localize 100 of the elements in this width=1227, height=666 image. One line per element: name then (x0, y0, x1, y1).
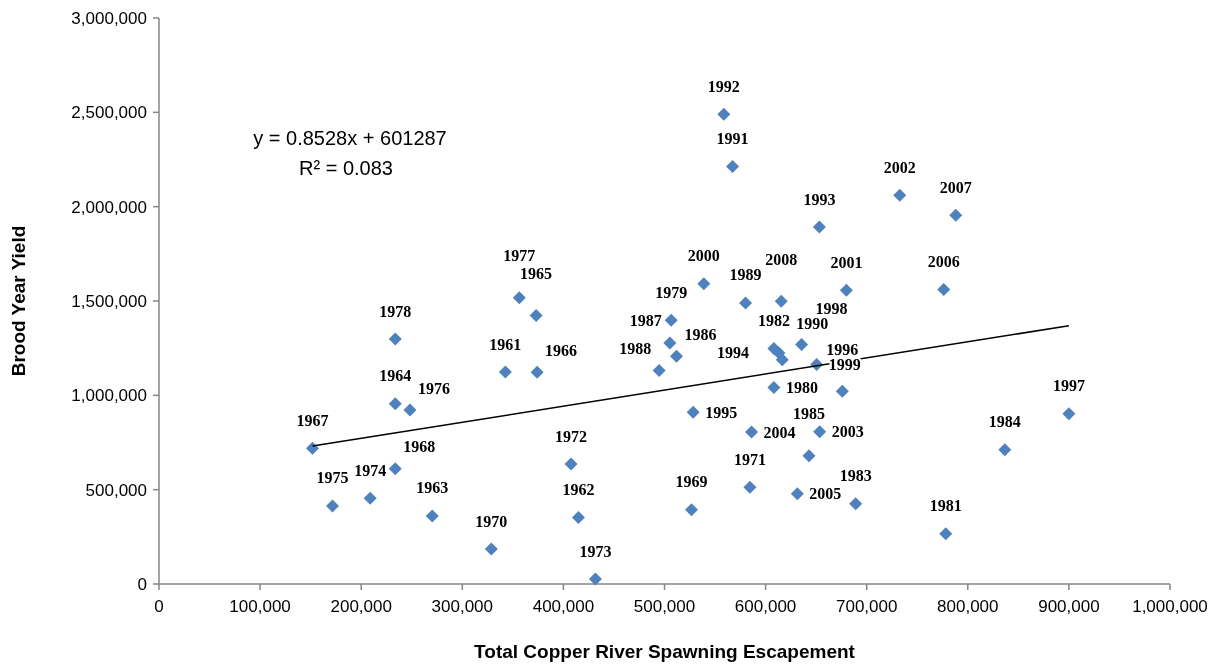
annotation: 2000 (687, 247, 720, 265)
point (790, 487, 804, 501)
annotation: y = 0.8528x + 601287 (253, 127, 447, 149)
annotation: 1961 (489, 335, 522, 353)
point (425, 509, 439, 523)
annotation: 2008 (765, 250, 798, 268)
y-tick-label: 0 (137, 574, 147, 594)
point (726, 159, 740, 173)
point (813, 425, 827, 439)
annotation: 1978 (379, 302, 412, 320)
annotation: 1985 (792, 405, 825, 423)
annotation: 1980 (785, 379, 818, 397)
x-tick-label: 1,000,000 (1132, 597, 1208, 616)
annotation: 2007 (939, 178, 972, 196)
x-tick-label: 100,000 (229, 597, 291, 616)
point (739, 296, 753, 310)
annotation: 1968 (403, 438, 436, 456)
annotation: 1969 (675, 473, 708, 491)
annotation: 1991 (716, 130, 749, 148)
point (835, 384, 849, 398)
point (767, 380, 781, 394)
y-tick-label: 3,000,000 (71, 8, 147, 28)
annotation: 2005 (809, 485, 842, 503)
annotation: 1992 (707, 77, 740, 95)
point (939, 527, 953, 541)
point (388, 462, 402, 476)
annotation: 1972 (555, 427, 588, 445)
x-tick-label: 0 (154, 597, 164, 616)
x-tick-label: 500,000 (633, 597, 696, 616)
annotation: 1984 (988, 413, 1021, 431)
y-tick-label: 1,000,000 (71, 386, 147, 406)
annotation: 1995 (705, 403, 738, 421)
annotation: 1965 (520, 265, 553, 283)
point (839, 283, 853, 297)
point (772, 346, 786, 360)
point (1062, 407, 1076, 421)
point (664, 313, 678, 327)
annotation: 2006 (927, 253, 960, 271)
annotation: 1996 (826, 340, 859, 358)
point (363, 491, 377, 505)
x-tick-label: 600,000 (734, 597, 797, 616)
annotation: 1970 (475, 512, 508, 530)
annotation: 1998 (815, 300, 848, 318)
annotation: 2003 (831, 423, 864, 441)
annotation: 1963 (416, 479, 449, 497)
annotation: 1982 (757, 312, 790, 330)
point (849, 497, 863, 511)
point (684, 503, 698, 517)
point (388, 397, 402, 411)
point (564, 457, 578, 471)
point (697, 277, 711, 291)
annotation: R² = 0.083 (299, 157, 393, 179)
point (305, 441, 319, 455)
point (670, 349, 684, 363)
annotation: 1964 (379, 367, 412, 385)
x-axis-title: Total Copper River Spawning Escapement (474, 641, 856, 662)
annotation: 2002 (883, 158, 916, 176)
y-tick-label: 2,500,000 (71, 103, 147, 123)
point (512, 291, 526, 305)
x-tick-label: 900,000 (1038, 597, 1100, 616)
annotation: 1989 (729, 266, 762, 284)
annotation: 1976 (417, 379, 450, 397)
point (937, 282, 951, 296)
x-tick-label: 700,000 (835, 597, 898, 616)
annotation: 1971 (733, 450, 766, 468)
annotation: 1987 (629, 312, 662, 330)
point (571, 511, 585, 525)
annotation: 1988 (619, 340, 652, 358)
point (774, 294, 788, 308)
annotation: 1979 (655, 283, 688, 301)
x-tick-label: 800,000 (937, 597, 999, 616)
point (403, 403, 417, 417)
annotation: 1975 (316, 469, 349, 487)
point (743, 480, 757, 494)
y-axis-title: Brood Year Yield (8, 225, 29, 377)
point (812, 220, 826, 234)
annotation: 1962 (562, 481, 595, 499)
annotation: 1993 (803, 190, 836, 208)
y-tick-label: 2,000,000 (71, 197, 147, 217)
annotation: 1973 (579, 542, 612, 560)
point (998, 443, 1012, 457)
y-tick-label: 500,000 (85, 480, 147, 500)
point (663, 336, 677, 350)
x-tick-label: 400,000 (532, 597, 595, 616)
point (530, 365, 544, 379)
x-tick-label: 200,000 (330, 597, 392, 616)
annotation: 1981 (929, 497, 962, 515)
x-tick-label: 300,000 (431, 597, 494, 616)
annotation: 2004 (763, 423, 796, 441)
annotation: 1983 (839, 467, 872, 485)
point (795, 338, 809, 352)
annotation: 2001 (830, 253, 863, 271)
point (745, 425, 759, 439)
point (388, 332, 402, 346)
point (717, 107, 731, 121)
point (498, 365, 512, 379)
annotation: 1986 (684, 325, 717, 343)
annotation: 1977 (503, 247, 536, 265)
point (325, 499, 339, 513)
point (949, 208, 963, 222)
